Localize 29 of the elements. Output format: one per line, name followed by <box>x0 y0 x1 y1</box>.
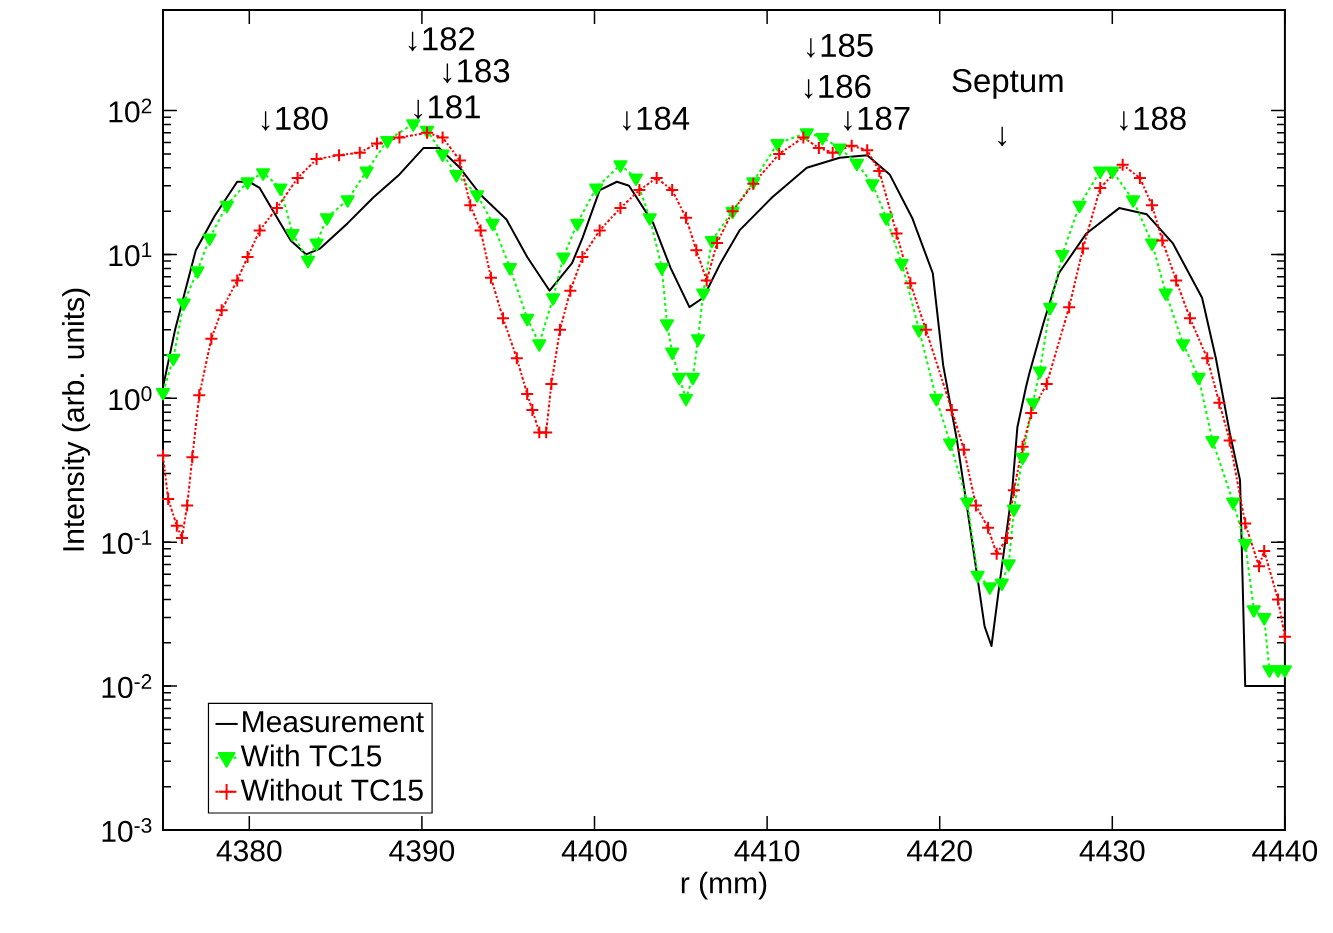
annotation: ↓186 <box>804 74 871 99</box>
x-tick-label: 4430 <box>1079 840 1145 862</box>
y-axis-title: Intensity (arb. units) <box>62 288 91 551</box>
y-tick-label: 10$^{2}$ <box>109 98 152 123</box>
x-tick-label: 4390 <box>389 840 455 862</box>
x-tick-label: 4440 <box>1252 840 1318 862</box>
annotation: ↓181 <box>414 95 480 120</box>
x-tick-label: 4400 <box>561 840 627 862</box>
x-tick-label: 4420 <box>907 840 972 862</box>
annotation: ↓180 <box>261 106 328 131</box>
y-tick-label: 10$^{0}$ <box>109 386 152 411</box>
legend-label: Measurement <box>243 711 424 733</box>
annotation: ↓184 <box>623 106 690 131</box>
annotation: ↓185 <box>806 33 873 58</box>
annotation: ↓187 <box>844 106 910 131</box>
y-tick-label: 10$^{-3}$ <box>102 818 152 842</box>
x-tick-label: 4380 <box>216 840 282 862</box>
y-tick-label: 10$^{-2}$ <box>102 674 152 699</box>
annotation: ↓183 <box>443 59 510 84</box>
annotation: ↓ <box>998 126 1007 147</box>
y-tick-label: 10$^{1}$ <box>109 242 152 267</box>
x-tick-label: 4410 <box>734 840 800 862</box>
legend-label: Without TC15 <box>240 778 423 801</box>
x-axis-title: r (mm) <box>681 871 767 900</box>
legend-label: With TC15 <box>240 744 382 767</box>
annotation: ↓182 <box>408 27 475 52</box>
annotation: Septum <box>952 68 1063 99</box>
annotation: ↓188 <box>1119 106 1186 131</box>
y-tick-label: 10$^{-1}$ <box>102 530 152 555</box>
